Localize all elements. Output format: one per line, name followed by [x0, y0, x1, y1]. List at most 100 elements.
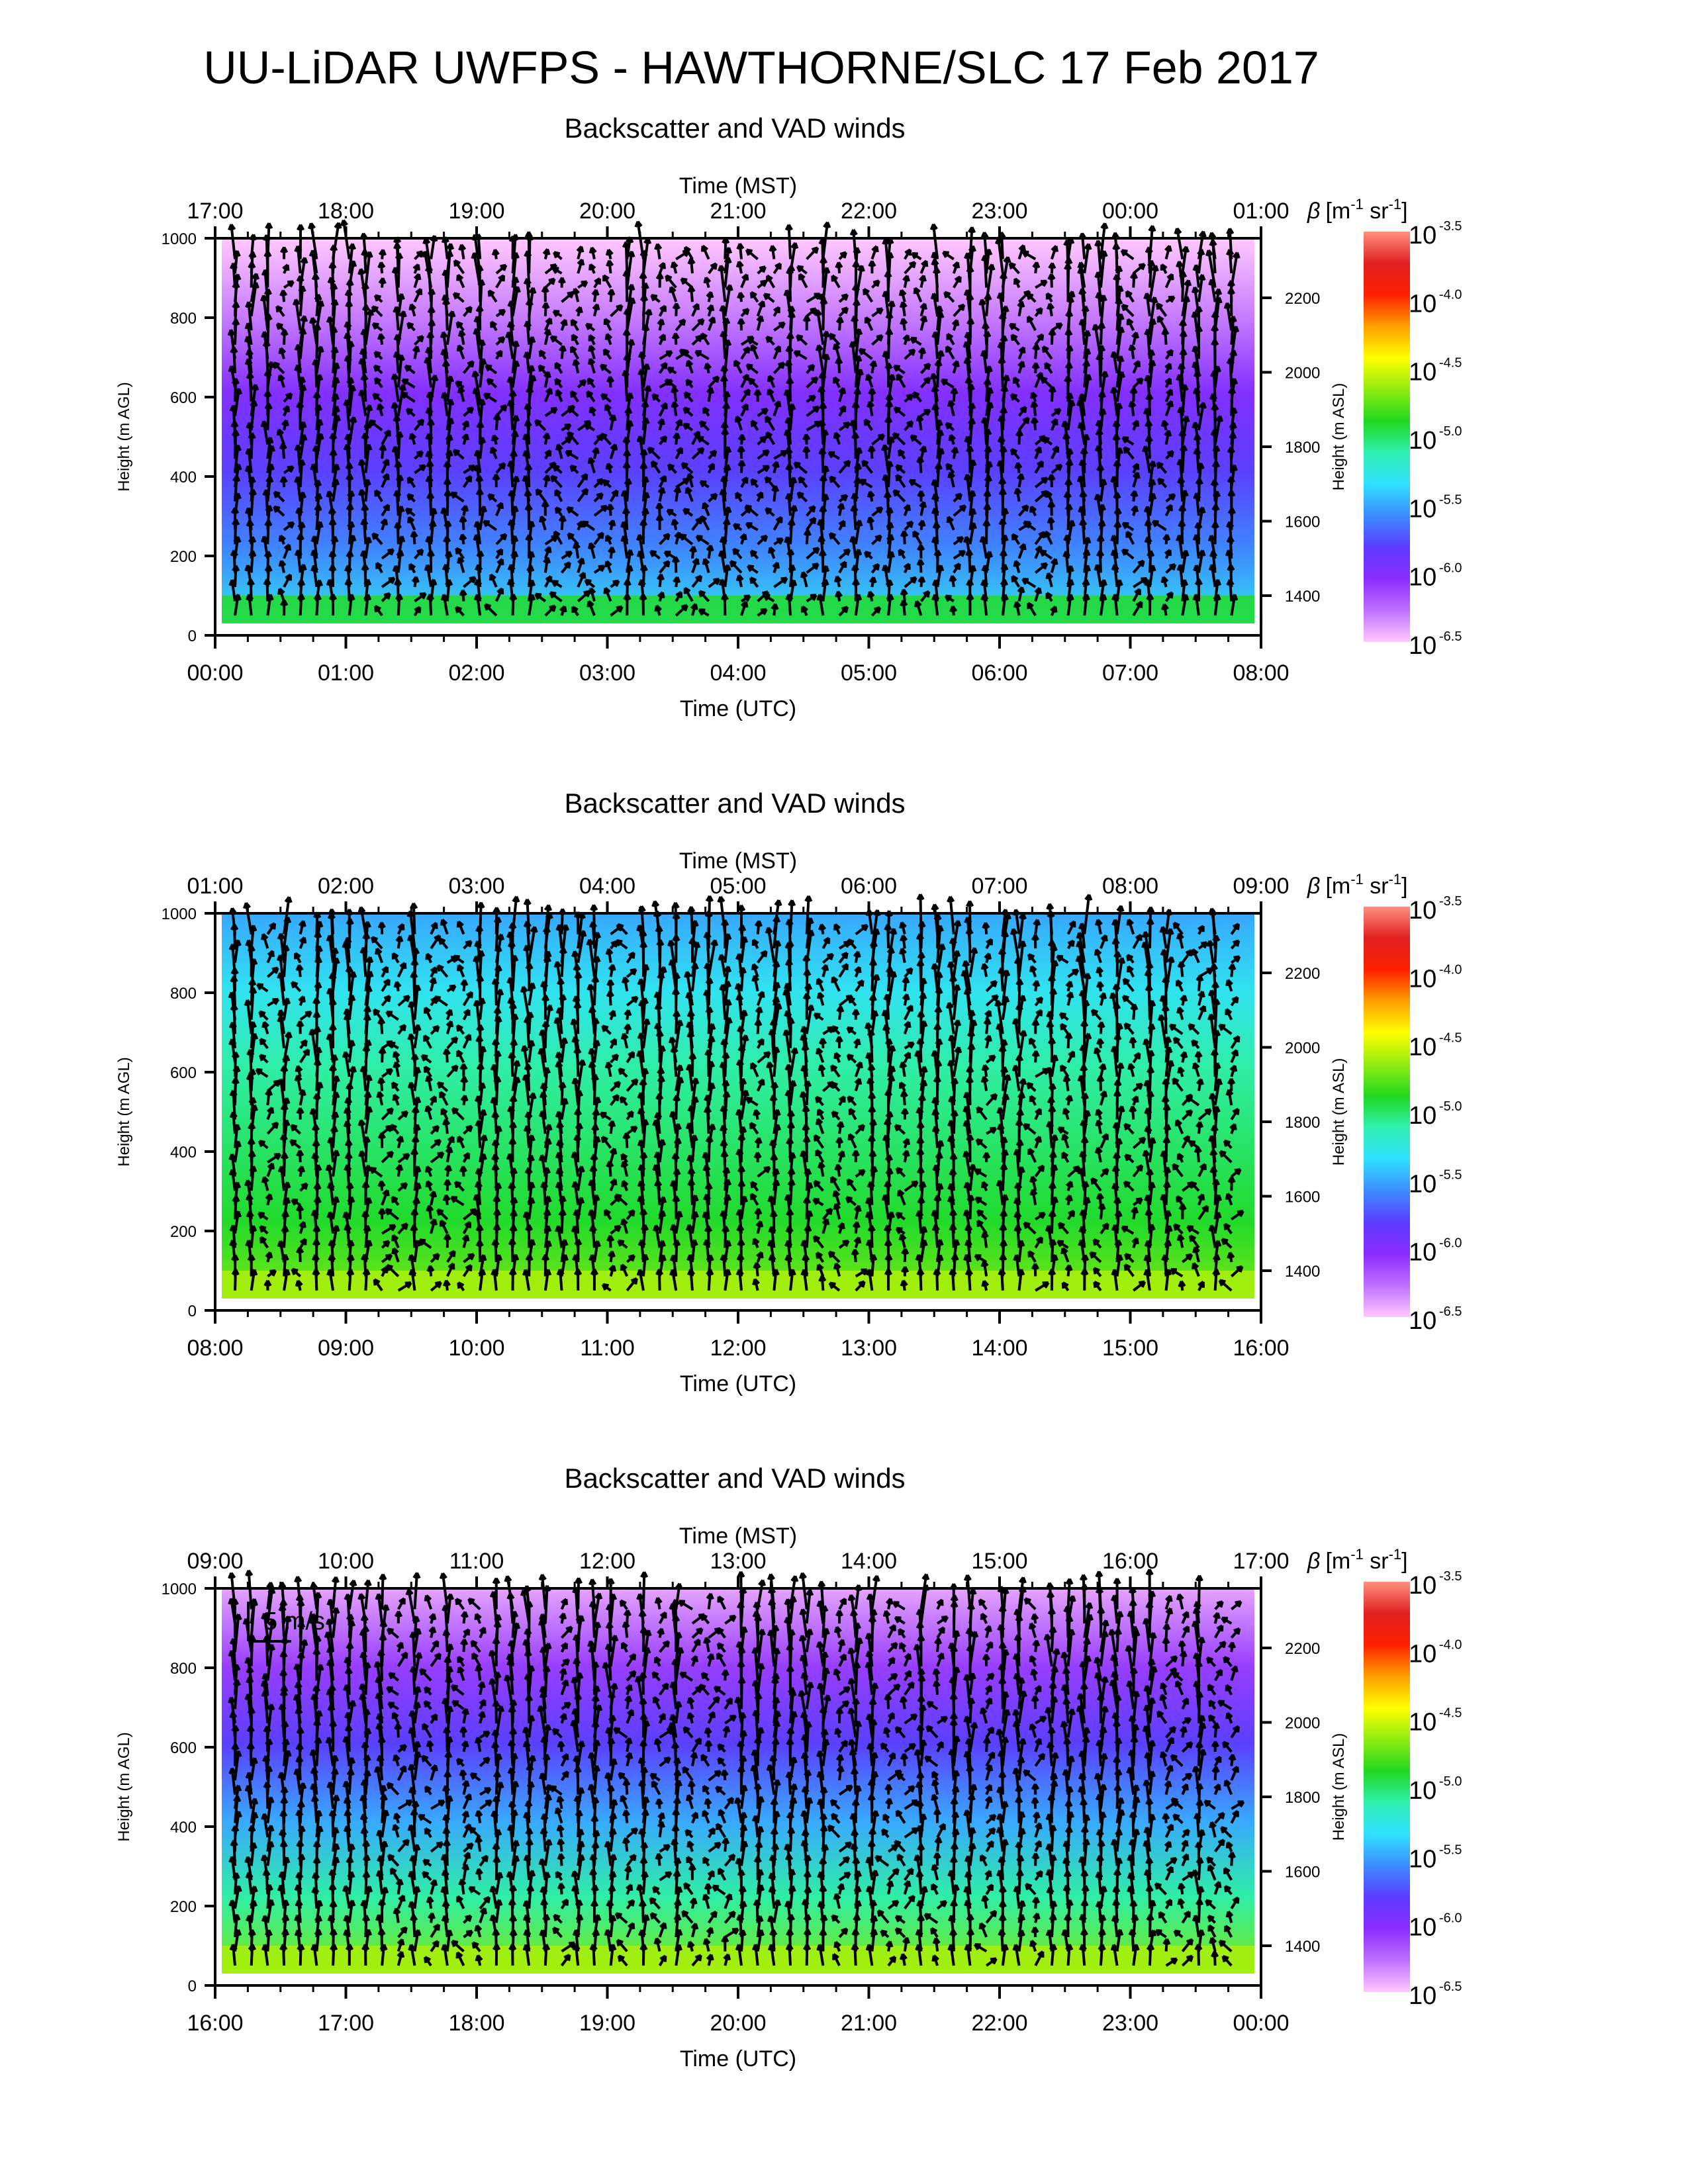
y-left-tick-label: 600 — [170, 389, 197, 407]
wind-arrow — [283, 465, 295, 475]
x-top-tick-label: 04:00 — [579, 874, 635, 899]
wind-arrow — [456, 344, 465, 359]
x-bottom-tick-label: 16:00 — [1233, 1336, 1289, 1361]
wind-arrow — [566, 506, 579, 517]
wind-arrow — [571, 606, 579, 617]
wind-arrow — [740, 308, 750, 318]
wind-arrow — [278, 534, 287, 545]
colorbar-exponent-label: -4.0 — [1439, 962, 1462, 977]
wind-arrow — [667, 463, 677, 474]
wind-arrow — [838, 251, 847, 260]
wind-arrow — [600, 392, 612, 403]
wind-arrow — [265, 222, 273, 259]
colorbar-title-label-symbol: β — [1307, 874, 1320, 899]
wind-arrow — [462, 360, 475, 375]
wind-arrow — [407, 516, 416, 531]
wind-arrow — [806, 293, 821, 303]
wind-arrow — [773, 576, 788, 588]
wind-arrow — [740, 600, 749, 616]
wind-arrow — [821, 221, 831, 259]
wind-arrow — [605, 248, 614, 259]
wind-arrow — [543, 557, 551, 573]
y-left-axis-label: Height (m AGL) — [115, 382, 133, 491]
wind-arrow — [756, 491, 764, 502]
colorbar-exponent-label: -6.0 — [1439, 1236, 1462, 1251]
x-top-tick-label: 01:00 — [187, 874, 243, 899]
wind-arrow — [740, 373, 749, 388]
wind-arrow — [275, 322, 285, 332]
wind-arrow — [605, 463, 614, 474]
wind-arrow — [484, 603, 498, 617]
y-left-axis-label: Height (m AGL) — [115, 1057, 133, 1166]
wind-arrow — [610, 605, 624, 617]
wind-arrow — [657, 591, 665, 602]
wind-arrow — [838, 548, 851, 560]
wind-arrow — [610, 579, 620, 588]
wind-arrow — [591, 289, 600, 302]
wind-arrow — [683, 391, 694, 403]
wind-arrow — [626, 339, 635, 374]
wind-arrow — [553, 251, 563, 261]
wind-arrow — [784, 224, 793, 259]
colorbar-exponent-label: -5.0 — [1439, 424, 1462, 439]
wind-arrow — [658, 475, 667, 488]
wind-arrow — [793, 461, 808, 475]
wind-arrow — [773, 321, 786, 332]
x-bottom-tick-label: 10:00 — [448, 1336, 504, 1361]
wind-arrow — [806, 363, 816, 375]
wind-arrow — [828, 531, 841, 545]
y-left-tick-label: 1000 — [162, 230, 197, 248]
wind-arrow — [657, 318, 665, 331]
wind-arrow — [397, 384, 407, 416]
x-bottom-tick-label: 05:00 — [841, 660, 897, 686]
wind-arrow — [708, 375, 720, 388]
wind-arrow — [806, 394, 816, 403]
wind-arrow — [806, 405, 820, 418]
wind-arrow — [544, 575, 553, 588]
wind-arrow — [283, 521, 295, 531]
colorbar-title-unit-exp2: -1 — [1389, 871, 1402, 887]
wind-arrow — [607, 289, 616, 302]
wind-arrow — [307, 222, 318, 259]
wind-arrow — [724, 284, 733, 317]
colorbar-base-label: 10 — [1409, 290, 1436, 318]
colorbar-base-label: 10 — [1409, 564, 1436, 592]
y-left-tick-label: 0 — [188, 627, 197, 645]
wind-arrow — [634, 220, 645, 259]
x-top-axis-label: Time (MST) — [679, 173, 797, 199]
wind-arrow — [457, 557, 465, 573]
wind-arrow — [675, 590, 683, 602]
wind-arrow — [587, 357, 596, 374]
wind-arrow — [757, 534, 769, 545]
wind-arrow — [567, 532, 579, 545]
wind-arrow — [455, 606, 465, 617]
wind-arrow — [763, 594, 775, 603]
colorbar-base-label: 10 — [1409, 632, 1436, 660]
wind-arrow — [834, 590, 843, 602]
wind-arrow — [489, 446, 498, 459]
wind-arrow — [772, 461, 780, 474]
wind-arrow — [552, 310, 563, 318]
colorbar-base-label: 10 — [1409, 359, 1436, 387]
wind-arrow — [658, 334, 667, 345]
wind-arrow — [576, 246, 585, 260]
wind-arrow — [452, 292, 465, 303]
wind-arrow — [250, 383, 259, 416]
wind-arrow — [838, 459, 851, 474]
wind-arrow — [495, 274, 505, 289]
y-left-tick-label: 400 — [170, 1144, 197, 1161]
wind-arrow — [405, 408, 416, 417]
wind-arrow — [371, 532, 383, 545]
wind-arrow — [408, 563, 416, 574]
wind-arrow — [679, 533, 694, 545]
colorbar-title-unit-close: ] — [1401, 199, 1407, 224]
wind-arrow — [707, 463, 716, 474]
wind-arrow — [673, 486, 682, 502]
wind-arrow — [457, 330, 466, 345]
wind-arrow — [457, 386, 465, 402]
wind-arrow — [740, 388, 751, 403]
wind-arrow — [607, 546, 616, 559]
wind-arrow — [802, 315, 811, 331]
wind-arrow — [397, 354, 406, 388]
wind-arrow — [381, 592, 391, 602]
